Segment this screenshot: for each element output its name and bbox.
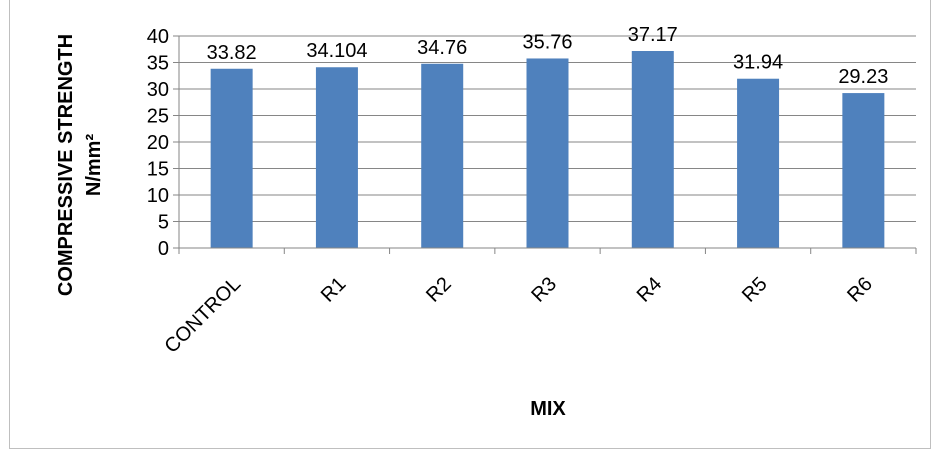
y-tick-labels: 0 5 10 15 20 25 30 35 40: [147, 26, 169, 260]
y-tick-label: 35: [147, 53, 169, 75]
data-label: 34.104: [306, 40, 367, 62]
x-tick-label: R4: [633, 273, 667, 307]
data-label: 37.17: [628, 24, 678, 46]
x-tick-label: R3: [527, 273, 561, 307]
data-label: 33.82: [207, 42, 257, 64]
chart-frame: [9, 0, 931, 449]
data-label: 35.76: [522, 31, 572, 53]
x-tick-label: R2: [422, 273, 456, 307]
bar: [315, 67, 358, 248]
bar: [210, 68, 253, 248]
bar: [842, 93, 885, 249]
y-tick-label: 0: [158, 238, 169, 260]
y-axis-title-line1: COMPRESSIVE STRENGTH: [55, 34, 77, 296]
x-tick-labels: CONTROL R1 R2 R3 R4 R5 R6: [160, 273, 876, 358]
y-tick-label: 15: [147, 159, 169, 181]
bars: [210, 50, 885, 249]
y-tick-label: 30: [147, 79, 169, 101]
y-axis-title-line2: N/mm²: [83, 134, 105, 197]
y-tick-label: 25: [147, 106, 169, 128]
bar: [631, 50, 674, 249]
y-tick-label: 5: [158, 212, 169, 234]
data-label: 34.76: [417, 37, 467, 59]
data-labels: 33.82 34.104 34.76 35.76 37.17 31.94 29.23: [207, 24, 889, 88]
x-tick-label: CONTROL: [160, 273, 245, 358]
y-tick-label: 10: [147, 185, 169, 207]
x-tick-label: R6: [843, 273, 877, 307]
x-axis-title: MIX: [530, 398, 566, 420]
bar: [526, 58, 569, 248]
x-tick-label: R1: [317, 273, 351, 307]
y-tick-label: 20: [147, 132, 169, 154]
data-label: 31.94: [733, 52, 783, 74]
bar: [737, 78, 780, 248]
axes: [173, 35, 917, 254]
x-tick-label: R5: [738, 273, 772, 307]
y-tick-label: 40: [147, 26, 169, 48]
bar: [421, 63, 464, 248]
data-label: 29.23: [838, 66, 888, 88]
